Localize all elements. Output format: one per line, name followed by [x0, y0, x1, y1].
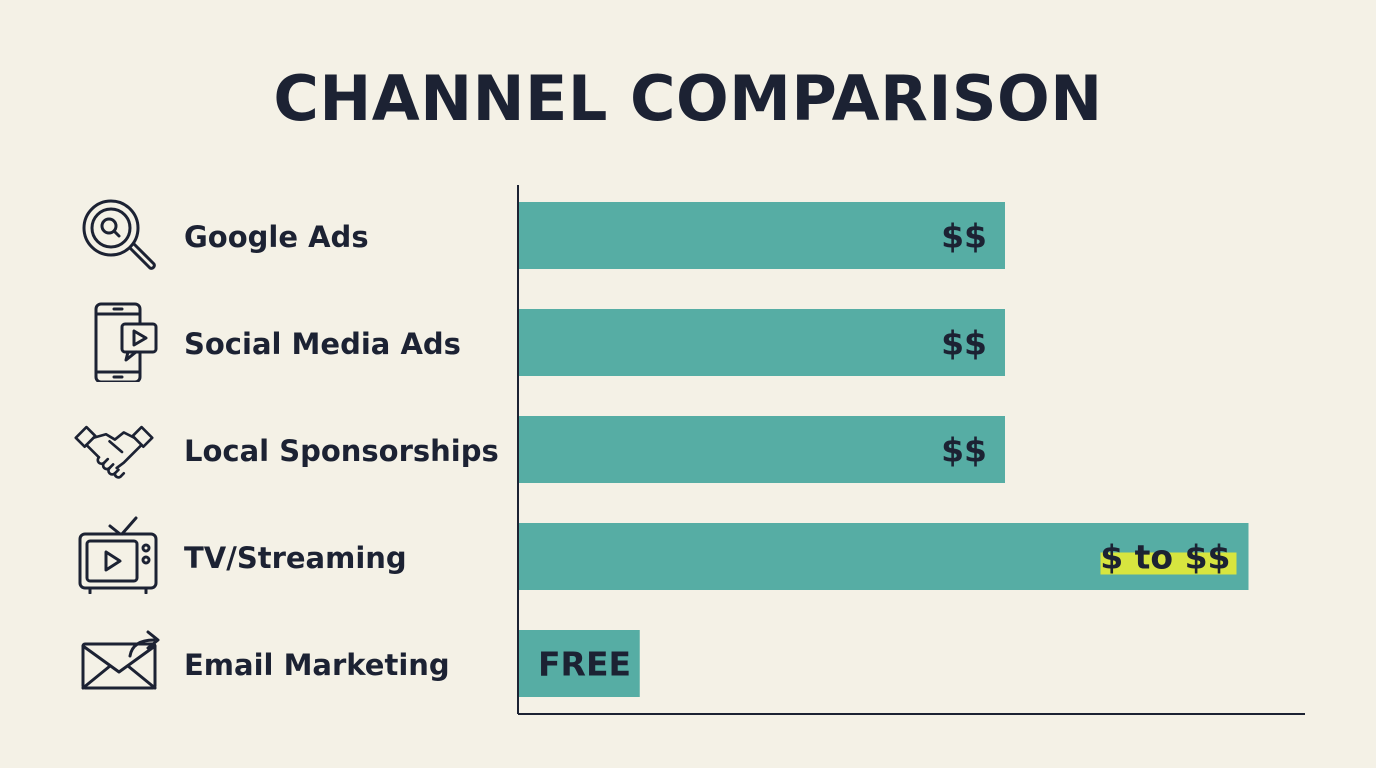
bar-google-ads [518, 202, 1005, 269]
smartphone-video-icon [80, 302, 160, 382]
handshake-icon [74, 412, 154, 492]
category-label-google-ads: Google Ads [184, 220, 369, 254]
data-label-tv-streaming: $ to $$ [1100, 538, 1230, 577]
category-label-tv-streaming: TV/Streaming [184, 541, 407, 575]
data-label-highlight [1100, 552, 1237, 575]
data-label-local-sponsorships: $$ [941, 431, 987, 470]
chart-title: CHANNEL COMPARISON [273, 62, 1103, 135]
tv-play-icon [78, 514, 158, 594]
category-label-social-media-ads: Social Media Ads [184, 327, 461, 361]
bar-email-marketing [518, 630, 640, 697]
category-label-email-marketing: Email Marketing [184, 648, 450, 682]
bar-local-sponsorships [518, 416, 1005, 483]
data-label-social-media-ads: $$ [941, 324, 987, 363]
magnifier-icon [78, 196, 158, 276]
category-label-local-sponsorships: Local Sponsorships [184, 434, 499, 468]
data-label-google-ads: $$ [941, 217, 987, 256]
bar-social-media-ads [518, 309, 1005, 376]
email-send-icon [80, 626, 160, 706]
data-label-email-marketing: FREE [538, 645, 631, 684]
